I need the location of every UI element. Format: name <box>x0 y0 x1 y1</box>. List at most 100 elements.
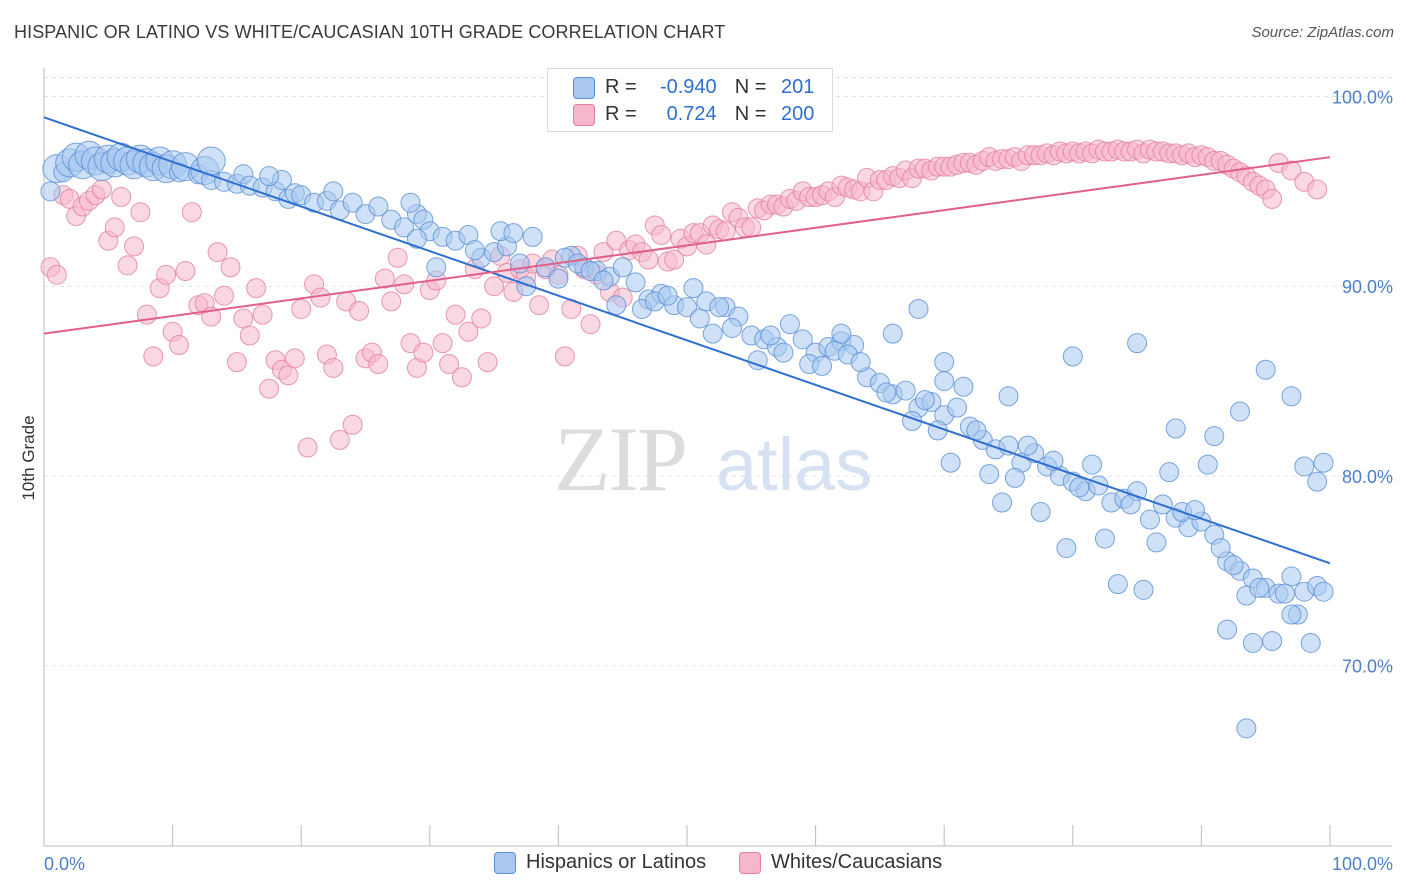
point-whites-caucasians <box>445 304 466 325</box>
watermark: ZIP atlas <box>554 408 872 510</box>
legend-n-value: 200 <box>781 103 815 125</box>
point-hispanics-or-latinos <box>1255 359 1276 380</box>
legend-swatch-blue <box>494 851 516 874</box>
point-whites-caucasians <box>46 264 67 285</box>
series-hispanics-or-latinos <box>40 140 1334 739</box>
y-tick-label: 90.0% <box>1342 277 1393 297</box>
point-whites-caucasians <box>175 261 196 282</box>
point-whites-caucasians <box>214 285 235 306</box>
point-hispanics-or-latinos <box>259 166 280 187</box>
point-hispanics-or-latinos <box>464 240 485 261</box>
point-hispanics-or-latinos <box>1017 435 1038 456</box>
point-hispanics-or-latinos <box>1281 604 1302 625</box>
point-whites-caucasians <box>664 249 685 270</box>
point-hispanics-or-latinos <box>1294 456 1315 477</box>
legend-n-value: 201 <box>781 76 815 98</box>
legend-label-whites: Whites/Caucasians <box>771 851 943 873</box>
trend-line-whites-caucasians <box>43 156 1331 335</box>
point-whites-caucasians <box>329 429 350 450</box>
point-whites-caucasians <box>432 333 453 354</box>
point-hispanics-or-latinos <box>1159 462 1180 483</box>
point-whites-caucasians <box>156 264 177 285</box>
point-whites-caucasians <box>471 308 492 329</box>
point-hispanics-or-latinos <box>1242 632 1263 653</box>
point-hispanics-or-latinos <box>1210 538 1231 559</box>
point-hispanics-or-latinos <box>323 181 344 202</box>
tick-labels: 70.0% 80.0% 90.0% 100.0% 0.0% 100.0% <box>44 87 1393 874</box>
point-hispanics-or-latinos <box>1229 401 1250 422</box>
point-hispanics-or-latinos <box>792 329 813 350</box>
point-hispanics-or-latinos <box>1069 477 1090 498</box>
point-hispanics-or-latinos <box>1139 509 1160 530</box>
point-whites-caucasians <box>413 342 434 363</box>
point-hispanics-or-latinos <box>1133 579 1154 600</box>
point-whites-caucasians <box>342 414 363 435</box>
point-whites-caucasians <box>554 346 575 367</box>
point-hispanics-or-latinos <box>1056 538 1077 559</box>
point-hispanics-or-latinos <box>940 452 961 473</box>
point-hispanics-or-latinos <box>934 371 955 392</box>
point-hispanics-or-latinos <box>368 196 389 217</box>
legend-row-whites: R = 0.724 N = 200 <box>573 103 814 126</box>
point-whites-caucasians <box>104 217 125 238</box>
trend-line-hispanics-or-latinos <box>43 116 1331 565</box>
point-hispanics-or-latinos <box>196 146 226 176</box>
legend-r-label: R = <box>605 103 637 125</box>
point-whites-caucasians <box>278 365 299 386</box>
point-whites-caucasians <box>741 217 762 238</box>
point-hispanics-or-latinos <box>702 323 723 344</box>
point-whites-caucasians <box>233 308 254 329</box>
point-hispanics-or-latinos <box>709 297 730 318</box>
point-hispanics-or-latinos <box>1313 581 1334 602</box>
point-whites-caucasians <box>1307 179 1328 200</box>
legend-row-hispanics: R = -0.940 N = 201 <box>573 76 814 99</box>
point-hispanics-or-latinos <box>992 492 1013 513</box>
point-whites-caucasians <box>484 276 505 297</box>
point-hispanics-or-latinos <box>1281 386 1302 407</box>
point-hispanics-or-latinos <box>876 382 897 403</box>
point-hispanics-or-latinos <box>1307 471 1328 492</box>
point-hispanics-or-latinos <box>966 420 987 441</box>
point-whites-caucasians <box>323 357 344 378</box>
point-hispanics-or-latinos <box>548 268 569 289</box>
point-hispanics-or-latinos <box>1204 426 1225 447</box>
point-hispanics-or-latinos <box>1062 346 1083 367</box>
point-whites-caucasians <box>291 298 312 319</box>
point-hispanics-or-latinos <box>747 350 768 371</box>
point-hispanics-or-latinos <box>1004 467 1025 488</box>
point-hispanics-or-latinos <box>406 228 427 249</box>
point-hispanics-or-latinos <box>1300 632 1321 653</box>
point-hispanics-or-latinos <box>1217 619 1238 640</box>
point-whites-caucasians <box>91 179 112 200</box>
point-hispanics-or-latinos <box>535 257 556 278</box>
point-hispanics-or-latinos <box>850 352 871 373</box>
point-hispanics-or-latinos <box>914 390 935 411</box>
point-whites-caucasians <box>239 325 260 346</box>
point-hispanics-or-latinos <box>934 352 955 373</box>
point-hispanics-or-latinos <box>1249 577 1270 598</box>
point-whites-caucasians <box>651 224 672 245</box>
point-hispanics-or-latinos <box>779 314 800 335</box>
point-hispanics-or-latinos <box>342 192 363 213</box>
legend-bottom-hispanics[interactable]: Hispanics or Latinos <box>494 851 706 874</box>
point-hispanics-or-latinos <box>625 272 646 293</box>
point-whites-caucasians <box>451 367 472 388</box>
point-whites-caucasians <box>1281 160 1302 181</box>
point-hispanics-or-latinos <box>979 464 1000 485</box>
y-axis-title: 10th Grade <box>19 415 38 500</box>
point-hispanics-or-latinos <box>722 317 743 338</box>
legend-n-label: N = <box>734 103 767 125</box>
point-whites-caucasians <box>117 255 138 276</box>
point-hispanics-or-latinos <box>1197 454 1218 475</box>
legend-r-value: 0.724 <box>666 103 717 125</box>
legend-bottom-whites[interactable]: Whites/Caucasians <box>739 851 942 874</box>
point-whites-caucasians <box>387 247 408 268</box>
point-hispanics-or-latinos <box>1082 454 1103 475</box>
point-hispanics-or-latinos <box>812 355 833 376</box>
point-hispanics-or-latinos <box>1094 528 1115 549</box>
point-whites-caucasians <box>111 187 132 208</box>
point-whites-caucasians <box>259 378 280 399</box>
point-hispanics-or-latinos <box>760 325 781 346</box>
trend-lines <box>43 116 1331 565</box>
